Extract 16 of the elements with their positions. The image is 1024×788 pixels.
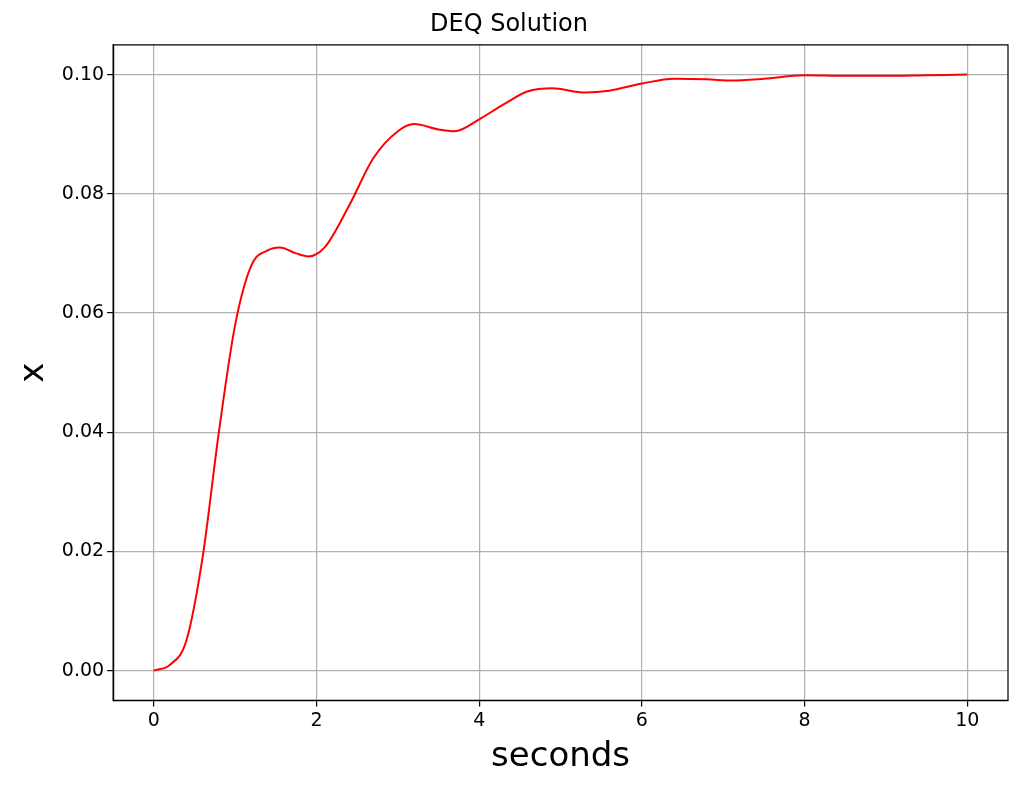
y-axis-title: x xyxy=(11,362,52,383)
y-tick-label: 0.06 xyxy=(61,299,105,322)
x-tick-label: 10 xyxy=(955,707,980,730)
x-tick-label: 2 xyxy=(310,707,323,730)
y-tick-label: 0.08 xyxy=(61,180,105,203)
x-tick-label: 6 xyxy=(635,707,648,730)
chart-title: DEQ Solution xyxy=(430,8,588,37)
x-tick-label: 0 xyxy=(147,707,160,730)
y-tick-label: 0.10 xyxy=(61,61,105,84)
x-tick-label: 4 xyxy=(473,707,486,730)
x-axis-title: seconds xyxy=(491,734,631,775)
line-series xyxy=(152,73,969,672)
y-tick-label: 0.02 xyxy=(61,538,105,561)
y-tick-label: 0.00 xyxy=(61,657,105,680)
x-tick-label: 8 xyxy=(798,707,811,730)
y-tick-label: 0.04 xyxy=(61,419,105,442)
